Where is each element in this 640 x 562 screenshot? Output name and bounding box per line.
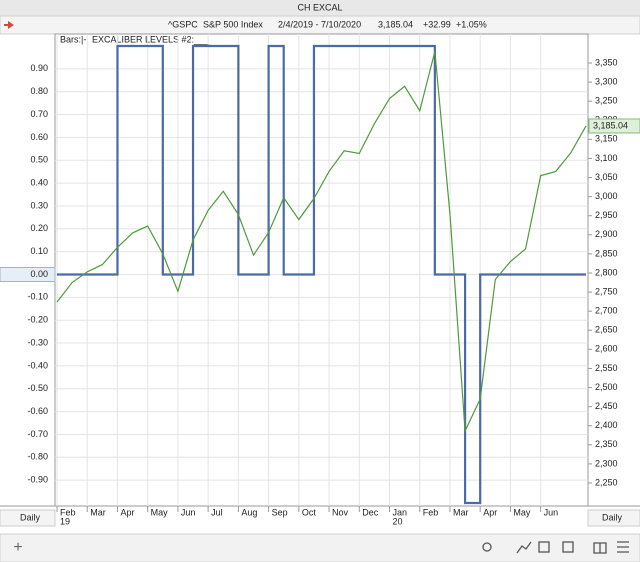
y-tick-label: 0.90 bbox=[30, 63, 48, 73]
x-tick-label: Dec bbox=[362, 507, 379, 517]
legend-indicator: EXCALIBER LEVELS #2:___ bbox=[92, 34, 210, 44]
last-price-label: 3,185.04 bbox=[593, 120, 628, 130]
y-tick-label: 0.10 bbox=[30, 246, 48, 256]
x-tick-label: Jun bbox=[181, 507, 196, 517]
change-pct: +1.05% bbox=[456, 19, 487, 29]
period-box[interactable] bbox=[587, 509, 640, 527]
y-tick-label: 0.60 bbox=[30, 132, 48, 142]
y-tick-label: 0.50 bbox=[30, 155, 48, 165]
y2-tick-label: 2,300 bbox=[595, 458, 618, 468]
y-tick-label: 0.00 bbox=[30, 269, 48, 279]
y2-tick-label: 3,050 bbox=[595, 172, 618, 182]
grid-icon[interactable] bbox=[538, 541, 550, 553]
x-tick-label: Feb bbox=[423, 507, 439, 517]
period-right: Daily bbox=[602, 512, 623, 522]
y-tick-label: 0.30 bbox=[30, 200, 48, 210]
y2-tick-label: 2,650 bbox=[595, 325, 618, 335]
y-tick-label: -0.70 bbox=[27, 429, 48, 439]
y-tick-label: -0.50 bbox=[27, 383, 48, 393]
year-label: 20 bbox=[393, 516, 403, 526]
zero-highlight bbox=[0, 267, 56, 282]
y2-tick-label: 3,300 bbox=[595, 76, 618, 86]
book-icon[interactable] bbox=[593, 542, 607, 554]
symbol: ^GSPC bbox=[168, 19, 198, 29]
last-price-tag bbox=[588, 118, 640, 134]
window-title: CH EXCAL bbox=[297, 2, 342, 12]
add-button[interactable]: + bbox=[13, 539, 22, 556]
x-tick-label: Aug bbox=[241, 507, 257, 517]
y2-tick-label: 3,350 bbox=[595, 57, 618, 67]
x-tick-label: Nov bbox=[332, 507, 349, 517]
year-label: 19 bbox=[60, 516, 70, 526]
y2-tick-label: 3,150 bbox=[595, 134, 618, 144]
x-tick-label: Jan bbox=[393, 507, 408, 517]
arrow-icon[interactable] bbox=[4, 21, 14, 29]
y2-tick-label: 2,850 bbox=[595, 248, 618, 258]
y2-tick-label: 2,550 bbox=[595, 363, 618, 373]
period-box[interactable] bbox=[0, 509, 56, 527]
legend-bars: Bars:|- bbox=[60, 34, 86, 44]
y2-tick-label: 2,700 bbox=[595, 306, 618, 316]
y-tick-label: -0.30 bbox=[27, 337, 48, 347]
symbol-name: S&P 500 Index bbox=[203, 19, 263, 29]
y-tick-label: -0.40 bbox=[27, 360, 48, 370]
y-tick-label: -0.90 bbox=[27, 475, 48, 485]
title-bar bbox=[0, 0, 640, 16]
x-tick-label: May bbox=[513, 507, 531, 517]
y2-tick-label: 2,350 bbox=[595, 439, 618, 449]
y2-tick-label: 2,800 bbox=[595, 267, 618, 277]
x-tick-label: Mar bbox=[90, 507, 106, 517]
y-tick-label: -0.60 bbox=[27, 406, 48, 416]
x-tick-label: Sep bbox=[272, 507, 288, 517]
indicator-line bbox=[57, 44, 586, 505]
x-tick-label: Mar bbox=[453, 507, 469, 517]
menu-icon[interactable] bbox=[617, 541, 629, 553]
x-tick-label: Oct bbox=[302, 507, 317, 517]
y-tick-label: 0.40 bbox=[30, 177, 48, 187]
x-tick-label: Jun bbox=[544, 507, 559, 517]
x-tick-label: Jul bbox=[211, 507, 223, 517]
y-tick-label: 0.70 bbox=[30, 109, 48, 119]
y-tick-label: -0.80 bbox=[27, 452, 48, 462]
y2-tick-label: 3,100 bbox=[595, 153, 618, 163]
y2-tick-label: 2,500 bbox=[595, 382, 618, 392]
x-tick-label: May bbox=[151, 507, 169, 517]
panel-icon[interactable] bbox=[562, 541, 574, 553]
x-tick-label: Feb bbox=[60, 507, 76, 517]
chart-icon[interactable] bbox=[516, 541, 532, 554]
y-tick-label: -0.10 bbox=[27, 292, 48, 302]
y2-tick-label: 2,400 bbox=[595, 420, 618, 430]
y2-tick-label: 3,250 bbox=[595, 96, 618, 106]
x-tick-label: Apr bbox=[120, 507, 134, 517]
y-tick-label: 0.80 bbox=[30, 86, 48, 96]
y-tick-label: 0.20 bbox=[30, 223, 48, 233]
y2-tick-label: 2,950 bbox=[595, 210, 618, 220]
search-icon[interactable] bbox=[482, 542, 492, 552]
y-tick-label: -0.20 bbox=[27, 315, 48, 325]
y2-tick-label: 2,450 bbox=[595, 401, 618, 411]
change: +32.99 bbox=[423, 19, 451, 29]
y2-tick-label: 3,000 bbox=[595, 191, 618, 201]
last-price: 3,185.04 bbox=[378, 19, 413, 29]
price-line bbox=[56, 51, 587, 434]
date-range: 2/4/2019 - 7/10/2020 bbox=[278, 19, 361, 29]
x-tick-label: Apr bbox=[483, 507, 497, 517]
y2-tick-label: 2,750 bbox=[595, 286, 618, 296]
y2-tick-label: 2,600 bbox=[595, 344, 618, 354]
y2-tick-label: 2,250 bbox=[595, 477, 618, 487]
plot-area bbox=[54, 33, 589, 507]
period-left: Daily bbox=[20, 512, 41, 522]
y2-tick-label: 2,900 bbox=[595, 229, 618, 239]
toolbar bbox=[0, 533, 640, 562]
